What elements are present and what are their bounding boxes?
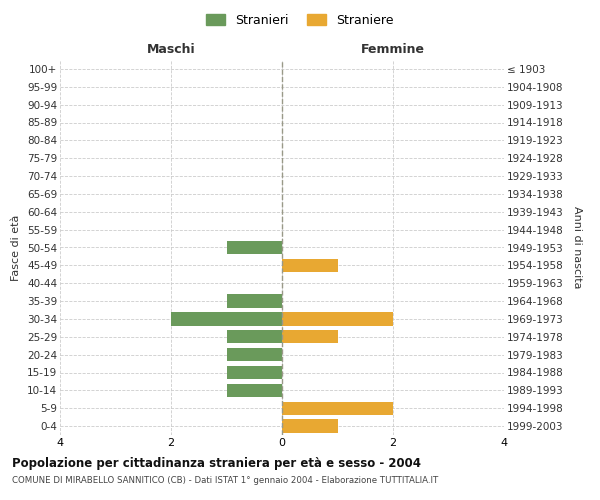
- Bar: [282, 330, 337, 344]
- Bar: [227, 294, 282, 308]
- Bar: [282, 420, 337, 433]
- Text: Maschi: Maschi: [146, 44, 196, 57]
- Bar: [282, 258, 337, 272]
- Y-axis label: Anni di nascita: Anni di nascita: [572, 206, 582, 289]
- Bar: [282, 312, 393, 326]
- Y-axis label: Fasce di età: Fasce di età: [11, 214, 22, 280]
- Legend: Stranieri, Straniere: Stranieri, Straniere: [202, 8, 398, 32]
- Text: COMUNE DI MIRABELLO SANNITICO (CB) - Dati ISTAT 1° gennaio 2004 - Elaborazione T: COMUNE DI MIRABELLO SANNITICO (CB) - Dat…: [12, 476, 438, 485]
- Text: Popolazione per cittadinanza straniera per età e sesso - 2004: Popolazione per cittadinanza straniera p…: [12, 458, 421, 470]
- Bar: [282, 402, 393, 415]
- Bar: [227, 384, 282, 397]
- Bar: [227, 348, 282, 362]
- Text: Femmine: Femmine: [361, 44, 425, 57]
- Bar: [171, 312, 282, 326]
- Bar: [227, 366, 282, 379]
- Bar: [227, 330, 282, 344]
- Bar: [227, 241, 282, 254]
